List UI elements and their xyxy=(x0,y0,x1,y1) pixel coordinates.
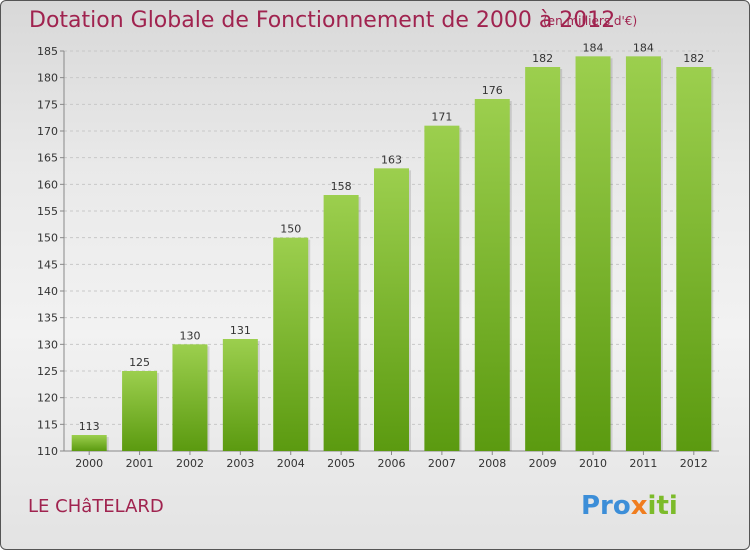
unit-note: (en milliers d'€) xyxy=(543,14,638,28)
x-tick-label-2007: 2007 xyxy=(428,457,456,470)
data-label-2007: 171 xyxy=(431,111,452,124)
x-tick-label-2008: 2008 xyxy=(478,457,506,470)
y-tick-label: 150 xyxy=(37,232,58,245)
proxiti-logo: Proxiti xyxy=(581,491,678,521)
x-tick-label-2000: 2000 xyxy=(75,457,103,470)
x-tick-label-2005: 2005 xyxy=(327,457,355,470)
data-label-2012: 182 xyxy=(683,52,704,65)
y-tick-label: 135 xyxy=(37,312,58,325)
x-tick-label-2002: 2002 xyxy=(176,457,204,470)
data-label-2000: 113 xyxy=(79,420,100,433)
y-tick-label: 115 xyxy=(37,418,58,431)
x-tick-label-2010: 2010 xyxy=(579,457,607,470)
data-label-2011: 184 xyxy=(633,41,654,54)
y-tick-label: 155 xyxy=(37,205,58,218)
x-tick-label-2001: 2001 xyxy=(126,457,154,470)
bar-2012 xyxy=(676,67,712,451)
x-tick-label-2004: 2004 xyxy=(277,457,305,470)
data-label-2008: 176 xyxy=(482,84,503,97)
x-tick-label-2003: 2003 xyxy=(226,457,254,470)
y-tick-label: 110 xyxy=(37,445,58,458)
x-tick-label-2009: 2009 xyxy=(529,457,557,470)
data-label-2005: 158 xyxy=(331,180,352,193)
data-label-2002: 130 xyxy=(179,329,200,342)
bar-2010 xyxy=(575,56,611,451)
y-tick-label: 125 xyxy=(37,365,58,378)
y-tick-label: 175 xyxy=(37,98,58,111)
bar-2006 xyxy=(374,168,409,452)
y-tick-label: 165 xyxy=(37,152,58,165)
y-tick-label: 180 xyxy=(37,72,58,85)
bar-2011 xyxy=(625,56,661,451)
bar-2002 xyxy=(172,344,208,451)
data-label-2004: 150 xyxy=(280,223,301,236)
data-label-2003: 131 xyxy=(230,324,251,337)
x-tick-label-2011: 2011 xyxy=(629,457,657,470)
bars xyxy=(71,56,714,452)
x-tick-label-2012: 2012 xyxy=(680,457,708,470)
y-tick-label: 145 xyxy=(37,258,58,271)
bar-2008 xyxy=(474,99,510,451)
y-tick-label: 120 xyxy=(37,392,58,405)
chart-title: Dotation Globale de Fonctionnement de 20… xyxy=(29,8,616,33)
y-tick-label: 140 xyxy=(37,285,58,298)
bar-2004 xyxy=(273,237,309,451)
y-tick-label: 130 xyxy=(37,338,58,351)
bar-2001 xyxy=(122,371,158,451)
commune-name: LE CHâTELARD xyxy=(28,496,164,517)
bar-2005 xyxy=(323,195,359,451)
bar-2009 xyxy=(525,67,561,451)
data-label-2010: 184 xyxy=(583,41,604,54)
bar-2003 xyxy=(222,339,258,451)
data-label-2006: 163 xyxy=(381,153,402,166)
x-tick-label-2006: 2006 xyxy=(378,457,406,470)
data-label-2001: 125 xyxy=(129,356,150,369)
y-tick-label: 170 xyxy=(37,125,58,138)
bar-2007 xyxy=(424,125,460,452)
y-tick-label: 185 xyxy=(37,45,58,58)
data-label-2009: 182 xyxy=(532,52,553,65)
y-tick-label: 160 xyxy=(37,178,58,191)
labels: 110 115 120 125 130 135 140 145 150 155 160 165 170 1… xyxy=(37,41,708,470)
bar-2000 xyxy=(71,435,107,451)
